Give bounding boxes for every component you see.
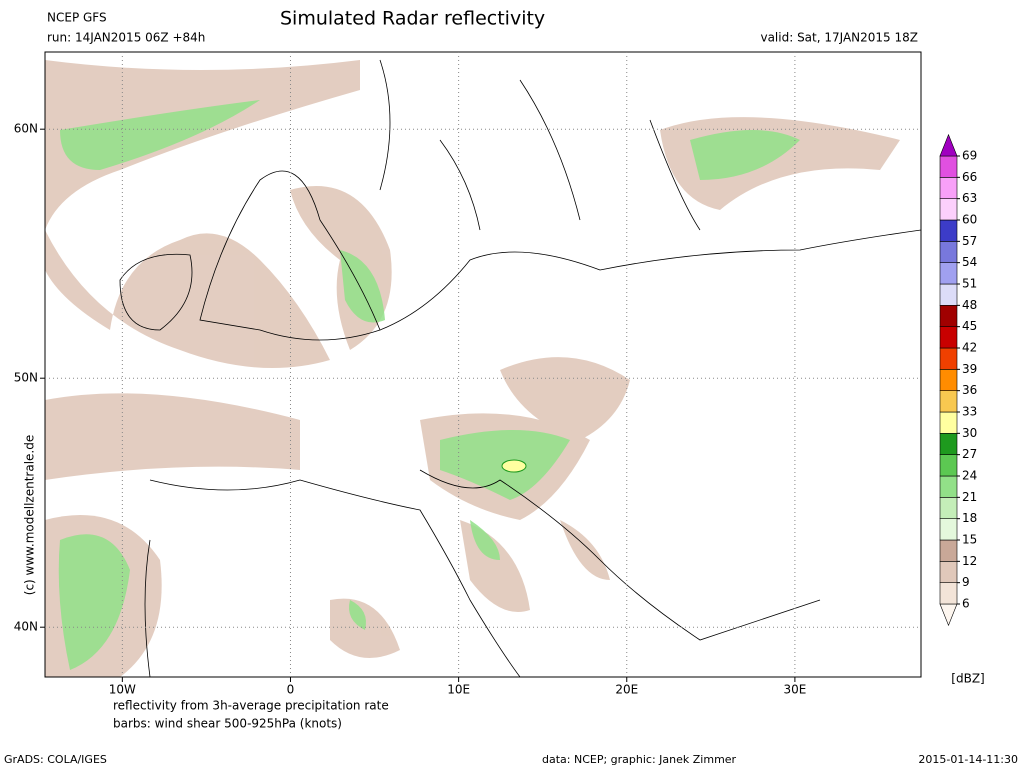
colorbar-label: 48 — [962, 298, 977, 312]
colorbar-label: 57 — [962, 234, 977, 248]
colorbar-segment — [939, 283, 958, 306]
colorbar-segment — [939, 433, 958, 455]
colorbar-label: 51 — [962, 277, 977, 291]
colorbar-segment — [939, 347, 958, 370]
model-name: NCEP GFS — [47, 11, 107, 25]
colorbar-label: 9 — [962, 575, 970, 589]
footer-timestamp: 2015-01-14-11:30 — [918, 753, 1018, 766]
colorbar-label: 54 — [962, 255, 977, 269]
colorbar-label: 66 — [962, 170, 977, 184]
footer-software: GrADS: COLA/IGES — [4, 753, 107, 766]
colorbar-segment — [939, 155, 958, 178]
x-tick-label: 10E — [447, 683, 470, 697]
colorbar-segment — [939, 411, 958, 434]
colorbar-label: 27 — [962, 447, 977, 461]
colorbar-segment — [939, 177, 958, 199]
colorbar-segment — [939, 198, 958, 221]
copyright: (c) www.modellzentrale.de — [23, 435, 37, 595]
map-axes: 10W 0 10E 20E 30E 40N 50N 60N — [14, 52, 921, 697]
colorbar-label: 33 — [962, 405, 977, 419]
x-tick-label: 30E — [783, 683, 806, 697]
colorbar-segment — [939, 241, 958, 263]
colorbar: 6912151821242730333639424548515457606366… — [939, 133, 977, 627]
x-tick-label: 10W — [109, 683, 136, 697]
colorbar-segment — [939, 305, 958, 327]
valid-time: valid: Sat, 17JAN2015 18Z — [760, 31, 918, 45]
map-frame — [44, 51, 922, 678]
y-tick-label: 50N — [14, 371, 38, 385]
chart-title: Simulated Radar reflectivity — [280, 8, 545, 30]
colorbar-label: 30 — [962, 426, 977, 440]
colorbar-high-end — [939, 133, 958, 157]
colorbar-label: 60 — [962, 213, 977, 227]
map-field — [45, 59, 921, 677]
note-line-1: reflectivity from 3h-average precipitati… — [113, 699, 389, 713]
colorbar-unit: [dBZ] — [951, 672, 984, 686]
x-tick-label: 0 — [287, 683, 295, 697]
colorbar-label: 6 — [962, 597, 970, 611]
colorbar-segment — [939, 454, 958, 477]
reflectivity-peak — [501, 459, 527, 473]
colorbar-segment — [939, 219, 958, 242]
coastlines — [119, 59, 921, 677]
colorbar-label: 15 — [962, 533, 977, 547]
colorbar-label: 18 — [962, 511, 977, 525]
colorbar-label: 21 — [962, 490, 977, 504]
run-info: run: 14JAN2015 06Z +84h — [47, 31, 205, 45]
colorbar-segment — [939, 390, 958, 413]
colorbar-label: 39 — [962, 362, 977, 376]
colorbar-label: 36 — [962, 383, 977, 397]
colorbar-segment — [939, 539, 958, 562]
note-line-2: barbs: wind shear 500-925hPa (knots) — [113, 717, 342, 731]
x-tick-label: 20E — [615, 683, 638, 697]
colorbar-segment — [939, 497, 958, 519]
colorbar-label: 42 — [962, 341, 977, 355]
colorbar-segment — [939, 326, 958, 349]
colorbar-segment — [939, 475, 958, 498]
colorbar-label: 12 — [962, 554, 977, 568]
colorbar-segment — [939, 582, 958, 605]
colorbar-segment — [939, 262, 958, 285]
colorbar-label: 63 — [962, 191, 977, 205]
colorbar-segment — [939, 561, 958, 583]
colorbar-label: 45 — [962, 319, 977, 333]
y-tick-label: 40N — [14, 620, 38, 634]
y-tick-label: 60N — [14, 122, 38, 136]
colorbar-segment — [939, 518, 958, 541]
colorbar-label: 69 — [962, 149, 977, 163]
footer-credits: data: NCEP; graphic: Janek Zimmer — [542, 753, 737, 766]
colorbar-label: 24 — [962, 469, 977, 483]
colorbar-segment — [939, 369, 958, 391]
